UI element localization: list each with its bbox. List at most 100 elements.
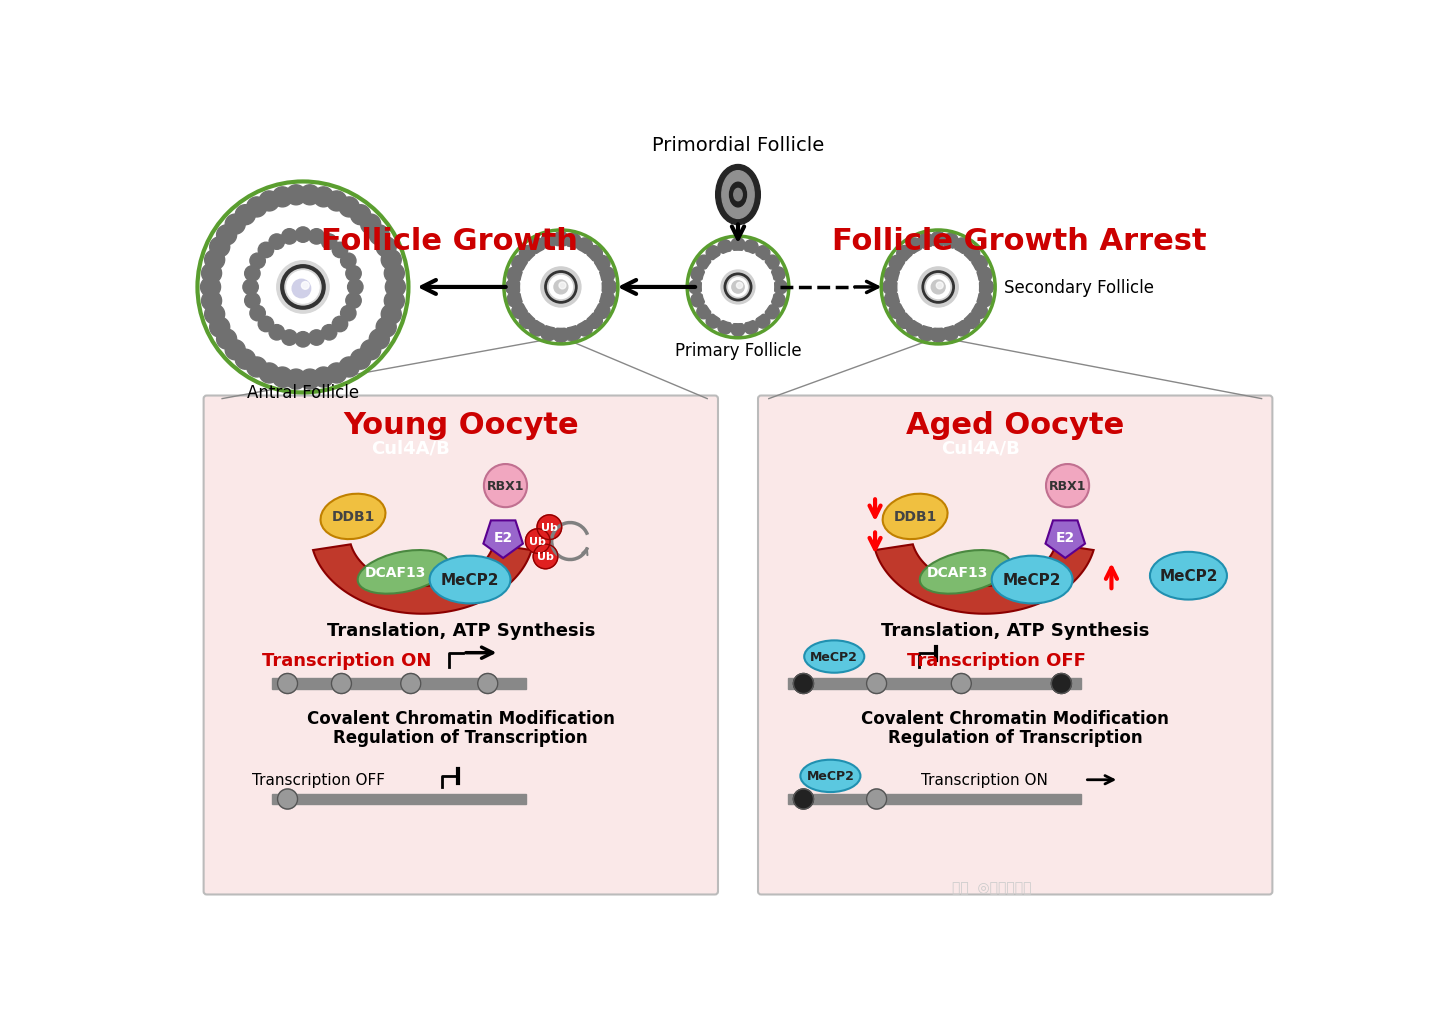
Circle shape <box>907 321 922 336</box>
Circle shape <box>282 229 297 245</box>
Circle shape <box>697 306 711 320</box>
FancyBboxPatch shape <box>757 396 1273 895</box>
Circle shape <box>199 183 408 392</box>
Circle shape <box>258 317 274 332</box>
Circle shape <box>936 282 943 289</box>
Text: Primary Follicle: Primary Follicle <box>675 341 801 360</box>
Circle shape <box>216 330 236 350</box>
Circle shape <box>376 237 396 258</box>
Circle shape <box>897 247 912 262</box>
Text: DDB1: DDB1 <box>893 510 937 524</box>
Circle shape <box>272 187 292 208</box>
Circle shape <box>541 326 556 341</box>
Text: E2: E2 <box>494 531 513 545</box>
Circle shape <box>287 271 320 304</box>
Circle shape <box>246 358 266 378</box>
Circle shape <box>382 251 402 270</box>
Circle shape <box>732 238 744 253</box>
Circle shape <box>272 368 292 387</box>
Circle shape <box>883 280 899 296</box>
Circle shape <box>793 674 814 694</box>
Circle shape <box>756 247 770 261</box>
Circle shape <box>202 291 222 312</box>
Circle shape <box>899 248 978 328</box>
Circle shape <box>210 318 230 337</box>
Circle shape <box>251 254 265 269</box>
Circle shape <box>553 328 569 343</box>
Ellipse shape <box>321 494 386 540</box>
Text: MeCP2: MeCP2 <box>1159 569 1218 584</box>
Circle shape <box>204 305 225 325</box>
Circle shape <box>340 198 359 218</box>
FancyBboxPatch shape <box>203 396 719 895</box>
Text: Transcription OFF: Transcription OFF <box>907 652 1086 669</box>
Circle shape <box>300 185 320 206</box>
Circle shape <box>972 304 988 319</box>
Circle shape <box>200 277 220 298</box>
Ellipse shape <box>730 183 746 208</box>
Circle shape <box>347 280 363 296</box>
Circle shape <box>691 268 704 281</box>
Circle shape <box>327 192 347 212</box>
Circle shape <box>553 232 569 248</box>
Circle shape <box>225 215 245 235</box>
Text: Transcription ON: Transcription ON <box>262 652 432 669</box>
Text: Transcription OFF: Transcription OFF <box>252 772 384 788</box>
Ellipse shape <box>801 760 861 793</box>
Circle shape <box>577 321 592 336</box>
Text: DDB1: DDB1 <box>331 510 374 524</box>
Circle shape <box>269 325 285 340</box>
Circle shape <box>386 277 406 298</box>
Circle shape <box>919 268 958 308</box>
Text: MeCP2: MeCP2 <box>811 650 858 663</box>
Circle shape <box>765 306 779 320</box>
Circle shape <box>919 326 933 341</box>
Text: 知乎  ◎易基因科技: 知乎 ◎易基因科技 <box>952 880 1032 895</box>
Circle shape <box>688 281 703 294</box>
Circle shape <box>867 790 887 809</box>
Text: Aged Oocyte: Aged Oocyte <box>906 411 1125 440</box>
Circle shape <box>888 256 904 271</box>
Circle shape <box>301 282 310 290</box>
Circle shape <box>600 280 616 296</box>
Circle shape <box>369 330 389 350</box>
Circle shape <box>258 243 274 259</box>
Circle shape <box>308 229 324 245</box>
Text: Ub: Ub <box>537 552 554 561</box>
Ellipse shape <box>1151 552 1227 600</box>
Circle shape <box>943 326 958 341</box>
Circle shape <box>350 206 370 225</box>
Circle shape <box>484 465 527 507</box>
Circle shape <box>333 317 347 332</box>
Ellipse shape <box>883 494 948 540</box>
Circle shape <box>927 276 950 300</box>
Polygon shape <box>484 521 523 558</box>
Circle shape <box>376 318 396 337</box>
Text: Covalent Chromatin Modification: Covalent Chromatin Modification <box>861 709 1169 728</box>
Circle shape <box>577 238 592 254</box>
Circle shape <box>732 323 744 337</box>
Circle shape <box>216 225 236 246</box>
Circle shape <box>308 330 324 345</box>
Circle shape <box>246 198 266 218</box>
Circle shape <box>888 304 904 319</box>
Circle shape <box>930 328 946 343</box>
Circle shape <box>955 321 969 336</box>
Text: Covalent Chromatin Modification: Covalent Chromatin Modification <box>307 709 615 728</box>
Circle shape <box>511 256 527 271</box>
Circle shape <box>314 368 334 387</box>
Circle shape <box>259 192 279 212</box>
Circle shape <box>599 292 615 308</box>
Circle shape <box>588 314 602 329</box>
Circle shape <box>235 206 255 225</box>
Circle shape <box>507 292 523 308</box>
Circle shape <box>235 350 255 370</box>
Circle shape <box>287 185 307 206</box>
Circle shape <box>276 262 330 314</box>
Ellipse shape <box>429 556 510 604</box>
Circle shape <box>773 281 788 294</box>
Text: Young Oocyte: Young Oocyte <box>343 411 579 440</box>
Circle shape <box>400 674 420 694</box>
Circle shape <box>314 187 334 208</box>
Circle shape <box>965 247 979 262</box>
